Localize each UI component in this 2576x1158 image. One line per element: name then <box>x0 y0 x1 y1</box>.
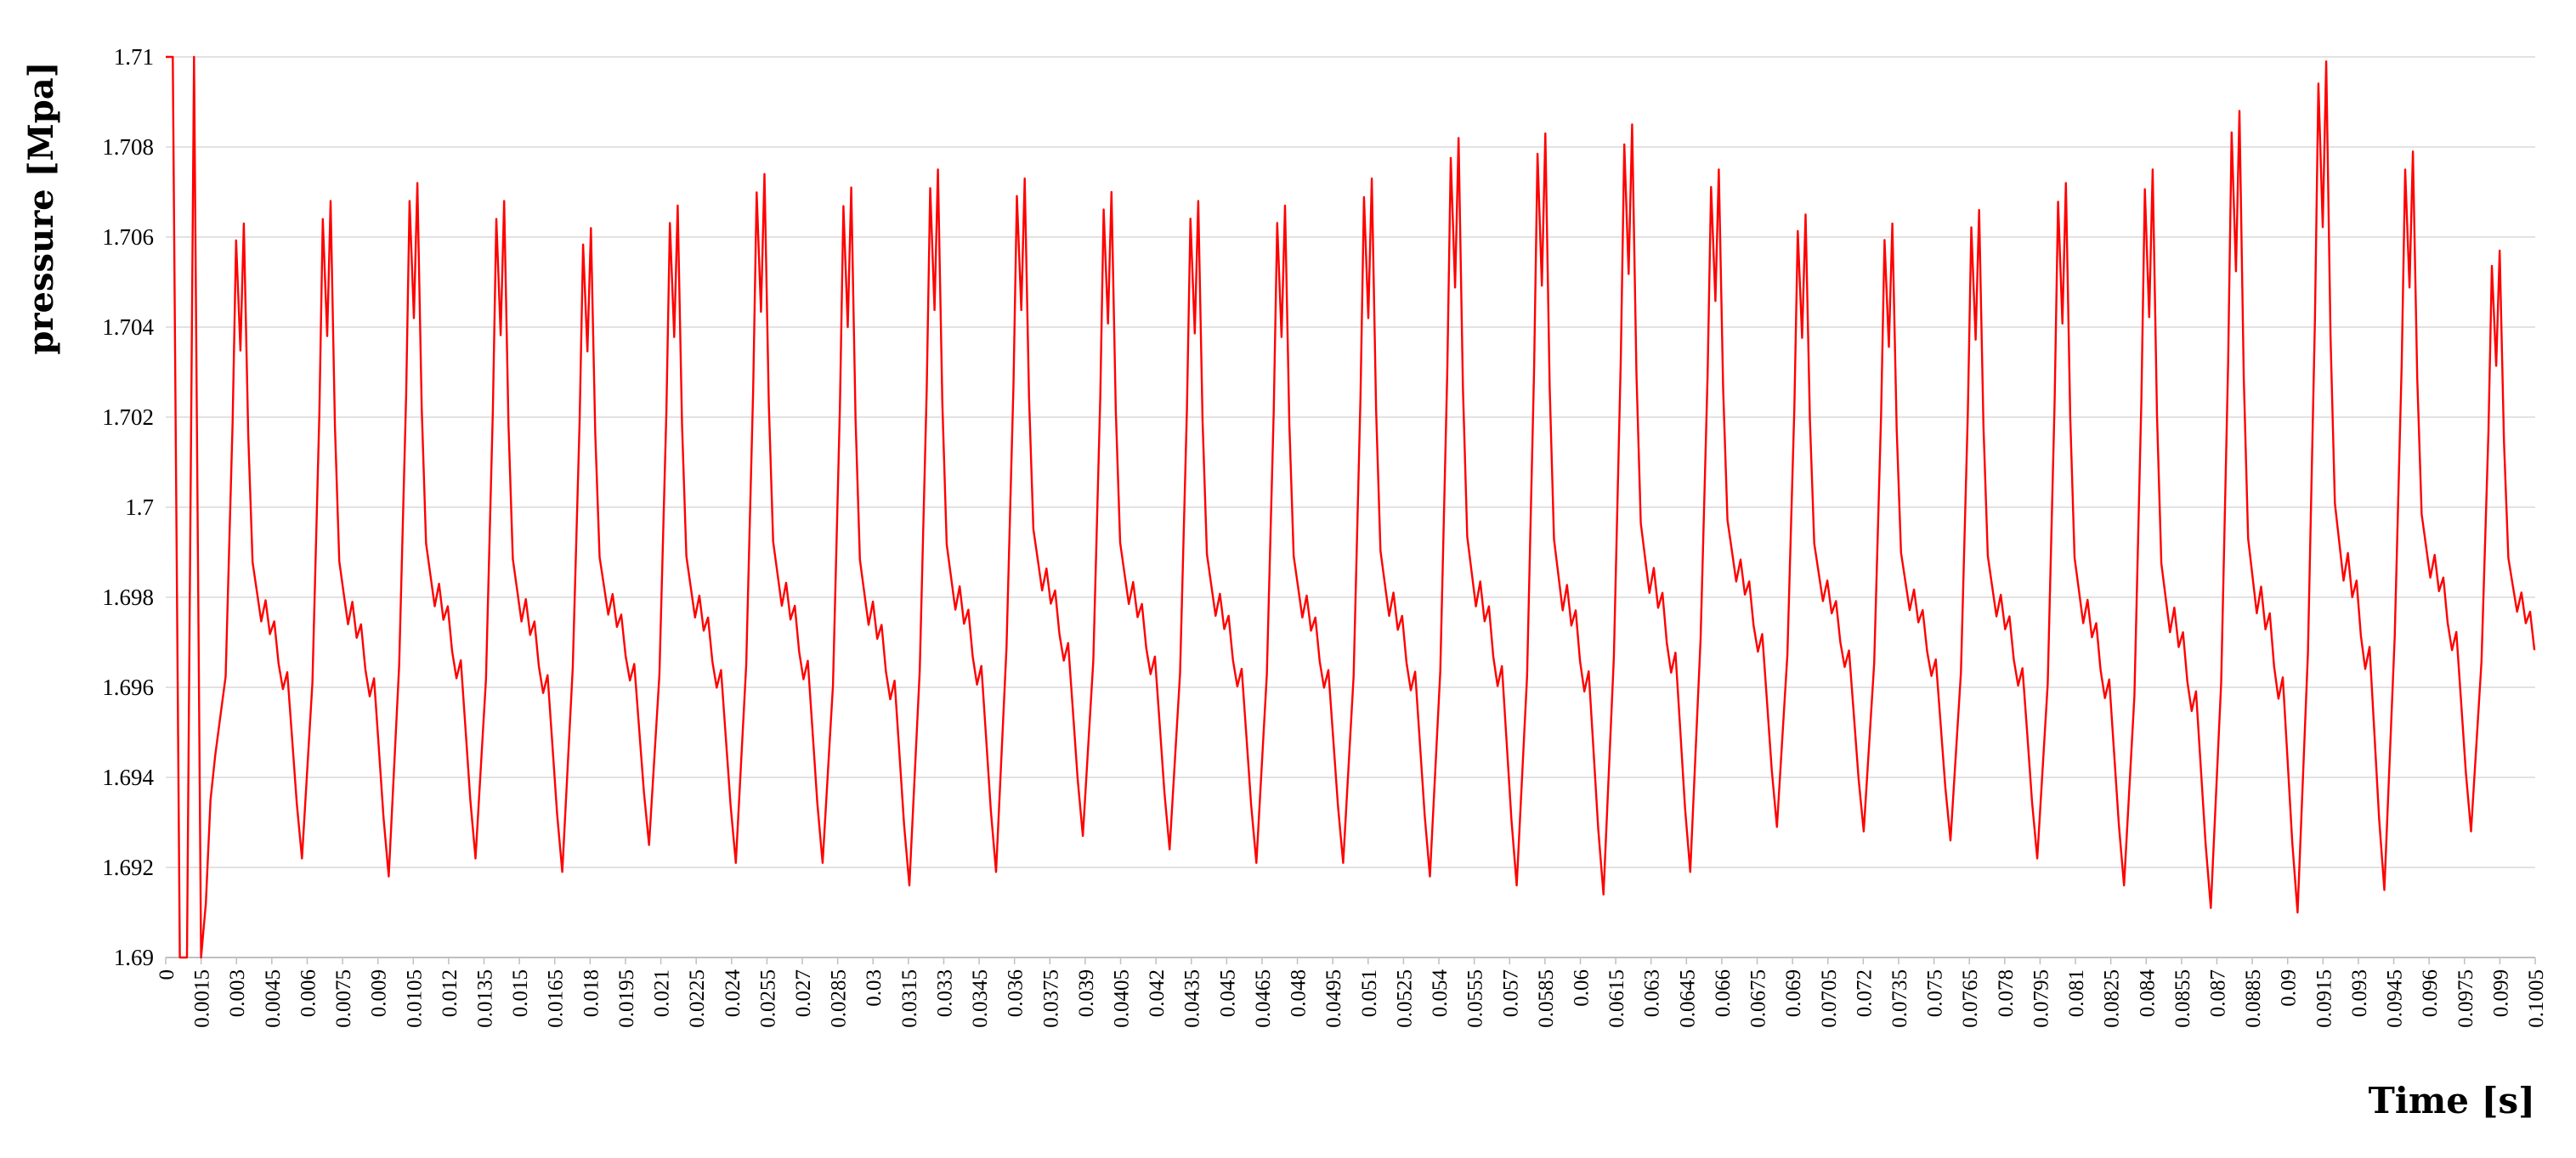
x-tick-label: 0.063 <box>1641 969 1664 1017</box>
x-tick-label: 0.045 <box>1216 969 1239 1017</box>
x-tick-label: 0.054 <box>1429 969 1452 1018</box>
x-tick-label: 0.018 <box>580 969 603 1017</box>
x-tick-label: 0.0825 <box>2101 969 2124 1028</box>
y-tick-label: 1.702 <box>102 404 154 430</box>
x-tick-label: 0.039 <box>1075 969 1098 1017</box>
x-tick-label: 0.0885 <box>2242 969 2265 1028</box>
x-tick-label: 0.0105 <box>403 969 426 1028</box>
x-tick-label: 0.006 <box>297 969 320 1017</box>
x-tick-label: 0.0165 <box>545 969 568 1028</box>
x-tick-label: 0.048 <box>1288 969 1311 1017</box>
x-tick-label: 0.051 <box>1358 969 1381 1017</box>
x-tick-label: 0.009 <box>368 969 391 1017</box>
y-tick-label: 1.69 <box>114 945 154 970</box>
x-tick-label: 0.0435 <box>1181 969 1204 1028</box>
x-tick-label: 0.057 <box>1499 969 1522 1017</box>
x-tick-label: 0.066 <box>1712 969 1735 1017</box>
x-tick-label: 0.012 <box>439 969 461 1017</box>
x-tick-label: 0 <box>156 969 178 980</box>
x-tick-label: 0.03 <box>863 969 886 1007</box>
y-axis-title: pressure [Mpa] <box>21 61 61 354</box>
y-tick-label: 1.704 <box>102 314 154 340</box>
pressure-series-line <box>166 55 2536 959</box>
y-tick-label: 1.694 <box>102 765 154 790</box>
x-tick-label: 0.0705 <box>1818 969 1841 1028</box>
x-tick-label: 0.1005 <box>2525 969 2548 1028</box>
y-tick-label: 1.698 <box>102 585 154 610</box>
x-tick-label: 0.075 <box>1924 969 1947 1017</box>
x-tick-label: 0.072 <box>1853 969 1876 1017</box>
x-tick-label: 0.0975 <box>2454 969 2477 1028</box>
x-tick-label: 0.0735 <box>1888 969 1911 1028</box>
x-tick-label: 0.0945 <box>2384 969 2407 1028</box>
y-tick-label: 1.706 <box>102 224 154 250</box>
y-tick-label: 1.7 <box>125 494 154 520</box>
x-tick-label: 0.003 <box>226 969 249 1017</box>
x-tick-label: 0.0525 <box>1393 969 1416 1028</box>
x-tick-label: 0.0465 <box>1252 969 1275 1028</box>
x-tick-label: 0.0345 <box>969 969 992 1028</box>
x-tick-label: 0.0675 <box>1747 969 1770 1028</box>
x-tick-label: 0.0615 <box>1605 969 1628 1028</box>
x-tick-label: 0.093 <box>2348 969 2371 1017</box>
gridlines <box>165 56 2536 964</box>
y-tick-label: 1.696 <box>102 675 154 700</box>
x-tick-label: 0.0495 <box>1322 969 1345 1028</box>
x-tick-label: 0.087 <box>2206 969 2229 1017</box>
x-tick-label: 0.099 <box>2489 969 2512 1017</box>
x-tick-label: 0.033 <box>933 969 956 1017</box>
x-tick-label: 0.0195 <box>615 969 638 1028</box>
x-tick-label: 0.0585 <box>1535 969 1558 1028</box>
x-tick-label: 0.0225 <box>686 969 709 1028</box>
y-tick-label: 1.692 <box>102 855 154 880</box>
x-tick-label: 0.0285 <box>828 969 851 1028</box>
x-tick-label: 0.0795 <box>2030 969 2052 1028</box>
x-tick-label: 0.024 <box>722 969 744 1018</box>
x-tick-label: 0.0915 <box>2313 969 2335 1028</box>
x-axis-title: Time [s] <box>2369 1080 2535 1121</box>
x-tick-label: 0.09 <box>2278 969 2301 1007</box>
x-tick-label: 0.015 <box>509 969 532 1017</box>
x-tick-label: 0.096 <box>2419 969 2442 1017</box>
x-tick-label: 0.0405 <box>1111 969 1134 1028</box>
x-tick-label: 0.0315 <box>898 969 921 1028</box>
x-tick-label: 0.081 <box>2065 969 2088 1017</box>
tick-labels: 1.69 1.692 1.694 1.696 1.698 1.7 1.702 1.704 1.7… <box>102 44 2548 1028</box>
x-tick-label: 0.0255 <box>756 969 779 1028</box>
x-tick-label: 0.027 <box>792 969 815 1017</box>
x-tick-label: 0.084 <box>2136 969 2159 1018</box>
y-tick-label: 1.71 <box>114 44 154 70</box>
x-tick-label: 0.078 <box>1995 969 2018 1017</box>
x-tick-label: 0.0855 <box>2171 969 2194 1028</box>
x-tick-label: 0.0375 <box>1039 969 1062 1028</box>
x-tick-label: 0.069 <box>1782 969 1805 1017</box>
x-tick-label: 0.0555 <box>1464 969 1487 1028</box>
x-tick-label: 0.0765 <box>1959 969 1982 1028</box>
x-tick-label: 0.0075 <box>332 969 355 1028</box>
x-tick-label: 0.021 <box>651 969 674 1017</box>
x-tick-label: 0.06 <box>1570 969 1593 1007</box>
x-tick-label: 0.0045 <box>262 969 285 1028</box>
y-tick-label: 1.708 <box>102 134 154 160</box>
x-tick-label: 0.042 <box>1146 969 1169 1017</box>
x-tick-label: 0.0645 <box>1676 969 1699 1028</box>
x-tick-label: 0.0015 <box>191 969 214 1028</box>
x-tick-label: 0.036 <box>1005 969 1028 1017</box>
x-tick-label: 0.0135 <box>474 969 497 1028</box>
